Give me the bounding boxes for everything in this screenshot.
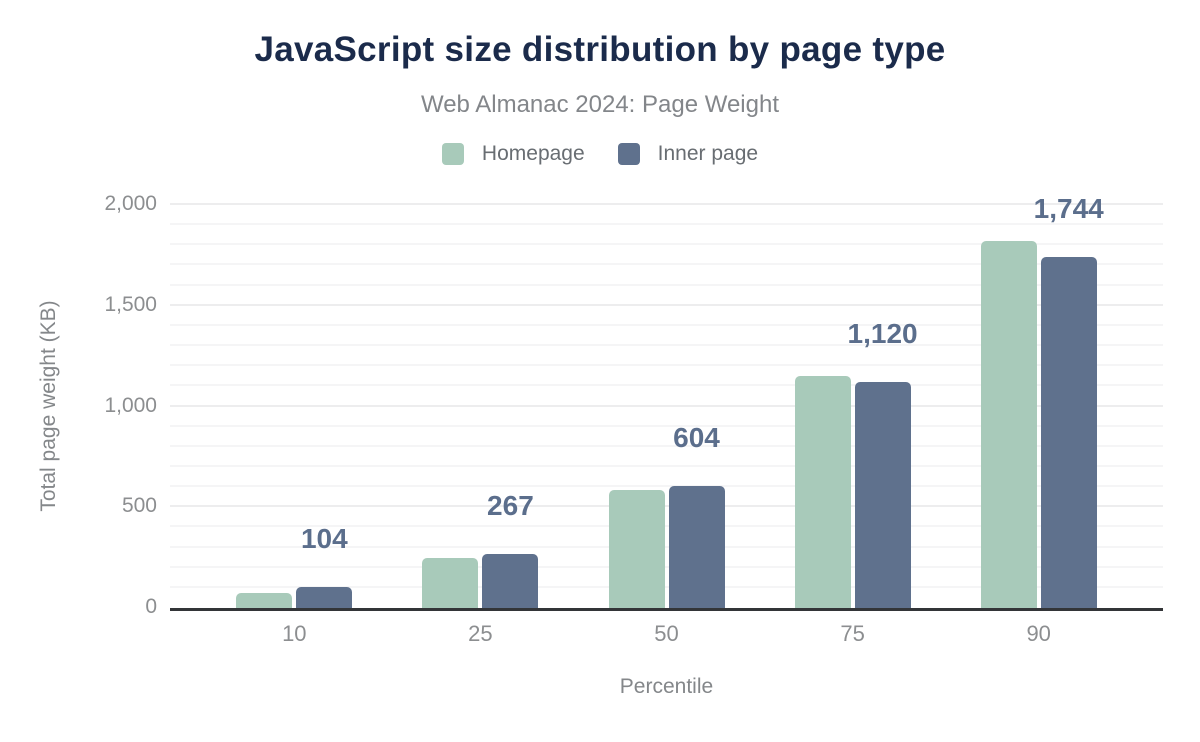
x-tick-label: 25 [468, 621, 493, 646]
y-tick-label: 1,500 [104, 292, 157, 316]
gridline [170, 464, 1163, 467]
legend-label-inner-page: Inner page [657, 142, 759, 165]
bar-homepage [794, 376, 851, 608]
x-axis-ticks: 10 25 50 75 90 [170, 621, 1163, 647]
y-tick-label: 1,000 [104, 393, 157, 417]
bar-inner-page [668, 486, 725, 608]
y-axis-title: Total page weight (KB) [37, 300, 60, 512]
gridline [170, 444, 1163, 447]
inner-page-swatch-icon [617, 143, 640, 165]
gridline [170, 323, 1163, 326]
bar-inner-page [1040, 256, 1097, 608]
gridline [170, 283, 1163, 286]
bar-group: 267 [387, 205, 573, 608]
gridline [170, 525, 1163, 528]
y-tick-label: 500 [121, 494, 157, 518]
legend: Homepage Inner page [0, 142, 1200, 166]
y-tick-label: 2,000 [104, 192, 157, 215]
bar-group: 104 [201, 205, 387, 608]
bar-inner-page [296, 587, 353, 608]
bar-group: 1,744 [946, 194, 1132, 608]
x-axis-title: Percentile [619, 675, 714, 698]
gridline [170, 424, 1163, 427]
gridline [170, 485, 1163, 488]
bar-group: 1,120 [760, 205, 946, 608]
y-tick-label: 0 [145, 595, 157, 618]
gridline [170, 585, 1163, 588]
x-tick-label: 50 [654, 621, 679, 646]
homepage-swatch-icon [441, 143, 464, 165]
bar-homepage [608, 490, 665, 608]
chart-subtitle: Web Almanac 2024: Page Weight [420, 91, 779, 118]
gridline [170, 263, 1163, 266]
gridline [170, 404, 1163, 407]
plot-area: 0 500 1,000 1,500 2,000 104 267 604 1,120 1,744 [104, 193, 1163, 618]
gridline [170, 203, 1163, 205]
gridline [170, 505, 1163, 508]
x-tick-label: 90 [1026, 621, 1051, 646]
gridline [170, 364, 1163, 367]
bar-inner-page [854, 382, 911, 608]
gridline [170, 565, 1163, 568]
gridline [170, 243, 1163, 246]
x-tick-label: 75 [840, 621, 865, 646]
bar-value-label: 1,744 [1033, 192, 1104, 224]
gridline [170, 384, 1163, 387]
gridline [170, 545, 1163, 548]
legend-item-homepage: Homepage [441, 142, 585, 166]
bars-row: 104 267 604 1,120 1,744 [170, 194, 1163, 608]
bar-homepage [236, 592, 293, 608]
bar-homepage [422, 557, 479, 608]
x-tick-label: 10 [282, 621, 307, 646]
bar-value-label: 1,120 [847, 318, 918, 350]
bar-value-label: 267 [487, 490, 534, 522]
gridline [170, 303, 1163, 306]
bar-group: 604 [573, 205, 759, 608]
gridline [170, 344, 1163, 347]
chart-title: JavaScript size distribution by page typ… [254, 30, 946, 69]
bar-inner-page [482, 554, 539, 608]
legend-label-homepage: Homepage [481, 142, 585, 165]
gridline [170, 223, 1163, 226]
bar-value-label: 604 [673, 422, 720, 454]
bar-homepage [980, 241, 1037, 608]
bar-value-label: 104 [300, 523, 348, 555]
legend-item-inner-page: Inner page [617, 142, 759, 166]
